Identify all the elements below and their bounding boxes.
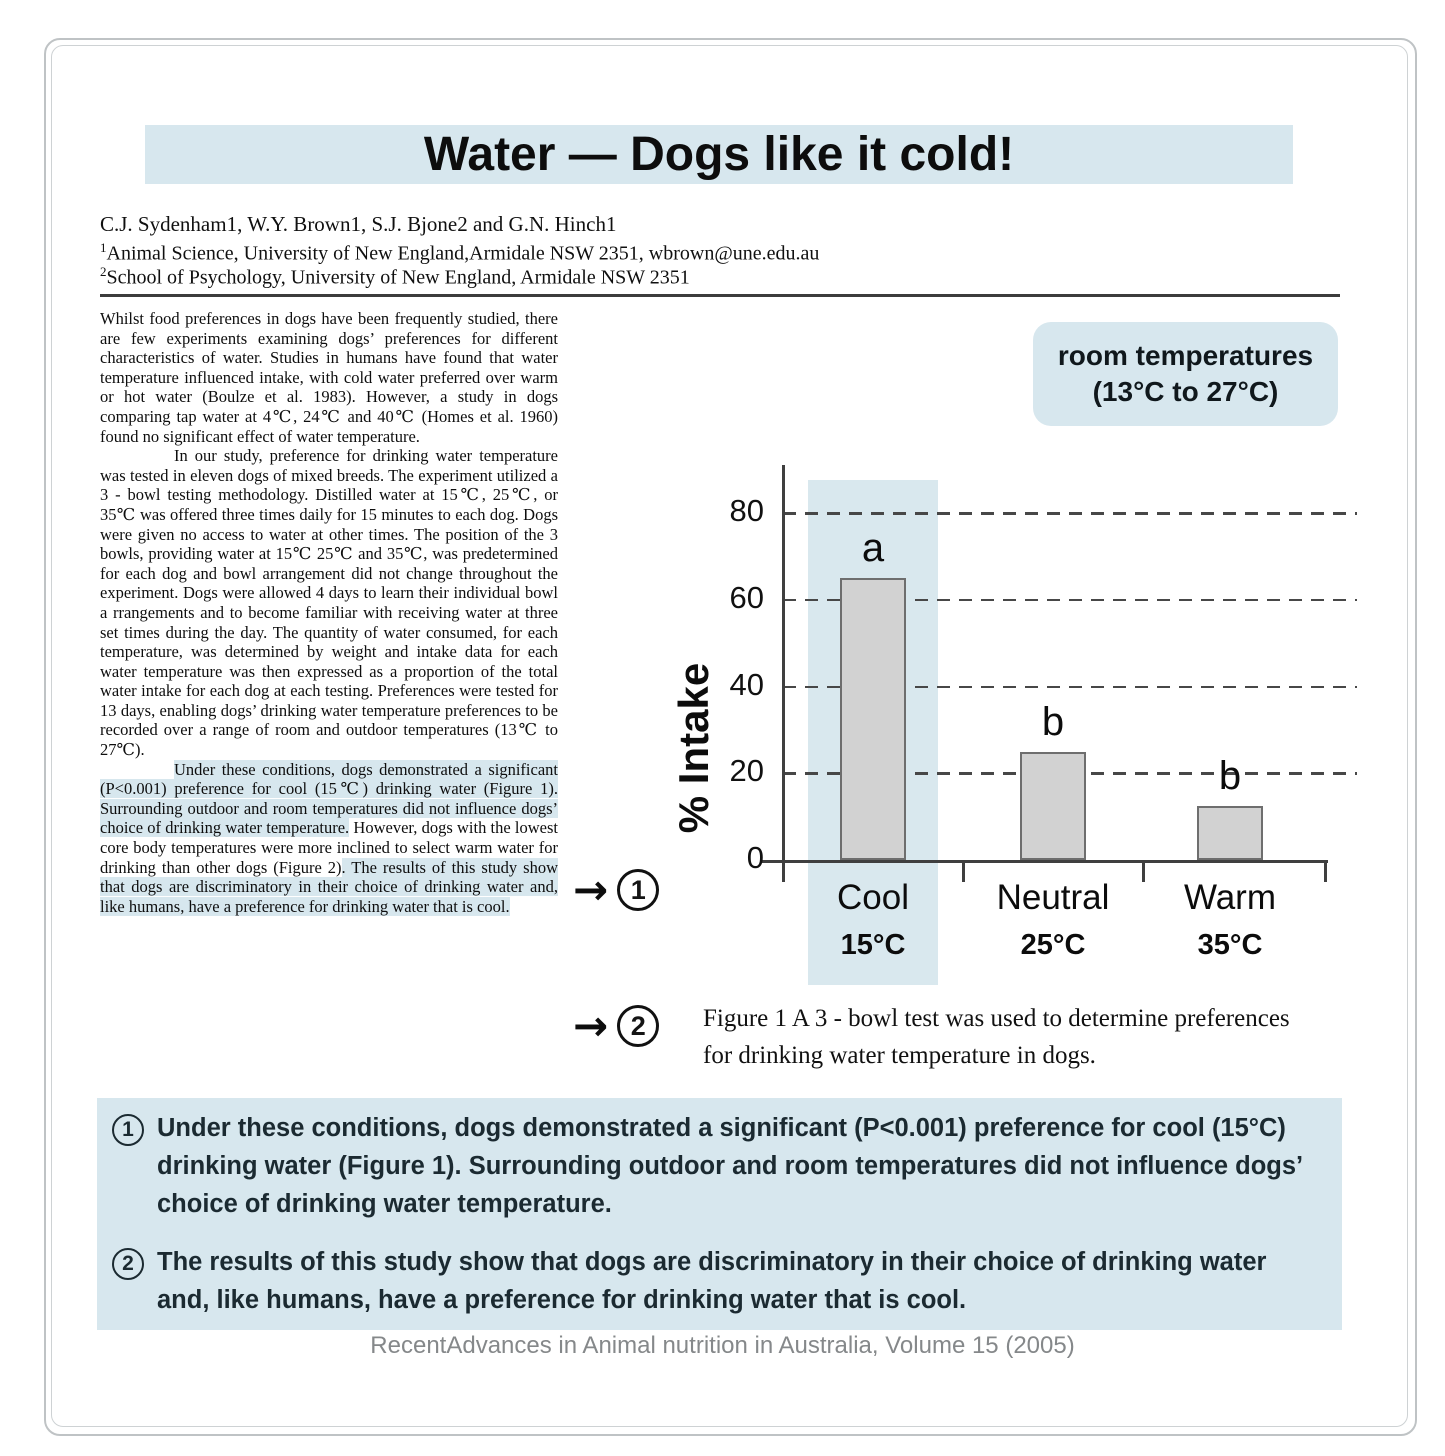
body-paragraph-2: In our study, preference for drinking wa… [100,446,558,760]
circled-number-1: 1 [617,869,660,911]
authors-line: C.J. Sydenham1, W.Y. Brown1, S.J. Bjone2… [100,212,617,236]
significance-label-neutral: b [1041,699,1065,744]
y-axis-line [782,465,785,882]
figure1-caption: Figure 1 A 3 - bowl test was used to det… [703,1000,1383,1074]
bar-neutral [1020,751,1086,860]
arrow-right-icon: → [573,865,609,914]
header-divider [100,294,1340,297]
body-paragraph-1: Whilst food preferences in dogs have bee… [100,309,558,446]
gridline-60 [783,598,1357,602]
x-axis-tick-1 [1142,862,1145,882]
figure1-caption-line1: Figure 1 A 3 - bowl test was used to det… [703,1005,1290,1032]
category-label-warm: Warm [1183,878,1276,917]
callout-box-2: 2 The results of this study show that do… [97,1232,1342,1330]
page-border-inner [51,45,1408,1427]
category-label-cool: Cool [837,878,909,917]
room-temperature-note: room temperatures (13°C to 27°C) [1033,322,1338,426]
affiliation-1-text: Animal Science, University of New Englan… [106,242,820,265]
affiliation-1-sup: 1 [100,240,107,255]
callout-2-text: The results of this study show that dogs… [157,1248,1267,1314]
x-axis-line [762,860,1328,863]
figure1-caption-line2: for drinking water temperature in dogs. [703,1042,1096,1069]
callout-1-number: 1 [112,1114,144,1146]
circled-number-2: 2 [617,1005,660,1047]
body-text-column: Whilst food preferences in dogs have bee… [100,309,558,916]
category-temp-neutral: 25°C [1020,929,1086,961]
callout-box-1: 1 Under these conditions, dogs demonstra… [97,1098,1342,1234]
affiliation-1: 1Animal Science, University of New Engla… [100,240,819,266]
callout-2-number: 2 [112,1248,144,1280]
affiliation-2-text: School of Psychology, University of New … [106,266,690,289]
figure1-bar-chart: a Cool 15°C b Neutral 25°C b Warm 35°C 0 20 40 60 80%… [660,450,1384,1025]
bar-warm [1197,805,1263,860]
bar-cool [840,578,906,860]
x-axis-tick-0 [962,862,965,882]
category-temp-cool: 15°C [840,929,906,961]
category-temp-warm: 35°C [1197,929,1263,961]
x-axis-tick-2 [1324,862,1327,882]
room-note-line2: (13°C to 27°C) [1092,376,1279,407]
affiliation-2: 2School of Psychology, University of New… [100,264,690,290]
affiliation-2-sup: 2 [100,264,107,279]
page-title: Water — Dogs like it cold! [423,128,1015,181]
y-axis-title: % Intake [670,662,717,834]
ytick-label-0: 0 [746,840,764,875]
ytick-label-40: 40 [729,666,764,702]
gridline-80 [783,512,1357,515]
significance-label-warm: b [1218,753,1242,798]
ytick-label-20: 20 [729,753,764,789]
page-border-outer [44,38,1417,1436]
callout-1-text: Under these conditions, dogs demonstrate… [157,1114,1302,1218]
body-sentence: However, dogs with the lowest core body … [100,818,559,877]
ytick-label-80: 80 [729,493,764,528]
arrow-right-icon: → [573,1001,609,1050]
body-paragraph-3: Under these conditions, dogs demonstrate… [100,759,559,917]
gridline-40 [783,685,1357,688]
journal-footer: RecentAdvances in Animal nutrition in Au… [370,1332,1075,1359]
significance-label-cool: a [861,526,885,571]
annotation-marker-2: → 2 [573,1001,660,1050]
category-label-neutral: Neutral [996,878,1110,917]
ytick-label-60: 60 [729,579,764,615]
annotation-marker-1: → 1 [573,865,660,914]
title-banner: Water — Dogs like it cold! [145,125,1293,184]
room-note-line1: room temperatures [1057,340,1314,371]
